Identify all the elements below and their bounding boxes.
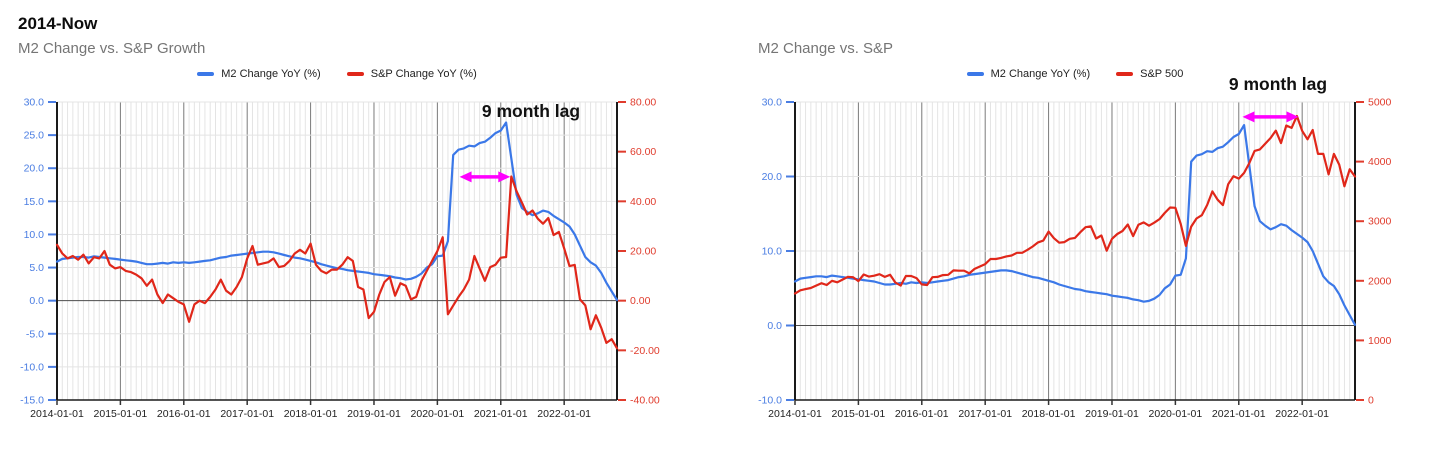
svg-text:20.0: 20.0 [24, 163, 45, 175]
svg-text:60.00: 60.00 [630, 146, 656, 158]
svg-text:2016-01-01: 2016-01-01 [157, 408, 211, 420]
svg-text:2020-01-01: 2020-01-01 [411, 408, 465, 420]
right-chart-title: M2 Change vs. S&P [758, 40, 894, 57]
svg-text:0: 0 [1368, 395, 1374, 407]
svg-text:0.00: 0.00 [630, 295, 651, 307]
svg-text:2022-01-01: 2022-01-01 [537, 408, 591, 420]
sp-yoy-series-swatch-icon [346, 72, 364, 76]
svg-text:0.0: 0.0 [767, 320, 782, 332]
svg-text:40.00: 40.00 [630, 196, 656, 208]
left-chart-legend: M2 Change YoY (%) S&P Change YoY (%) [57, 68, 617, 80]
legend-item-sp500: S&P 500 [1116, 68, 1183, 80]
legend-item-sp-yoy: S&P Change YoY (%) [346, 68, 477, 80]
legend-label-sp500: S&P 500 [1140, 68, 1184, 80]
svg-text:2016-01-01: 2016-01-01 [895, 408, 949, 420]
svg-text:-20.00: -20.00 [630, 345, 660, 357]
legend-label-sp-yoy: S&P Change YoY (%) [370, 68, 477, 80]
svg-text:2021-01-01: 2021-01-01 [474, 408, 528, 420]
svg-text:15.0: 15.0 [24, 196, 45, 208]
svg-text:20.0: 20.0 [762, 171, 783, 183]
svg-text:-5.0: -5.0 [26, 328, 44, 340]
svg-text:2019-01-01: 2019-01-01 [1085, 408, 1139, 420]
svg-text:2022-01-01: 2022-01-01 [1275, 408, 1329, 420]
svg-text:80.00: 80.00 [630, 97, 656, 109]
svg-text:2000: 2000 [1368, 275, 1392, 287]
svg-text:30.0: 30.0 [24, 97, 45, 109]
sp500-series-swatch-icon [1116, 72, 1134, 76]
svg-text:30.0: 30.0 [762, 97, 783, 109]
right-chart-lag-annotation: 9 month lag [1228, 74, 1328, 94]
m2-series-swatch-icon [197, 72, 215, 76]
svg-text:2014-01-01: 2014-01-01 [30, 408, 84, 420]
page-title: 2014-Now [18, 14, 98, 33]
svg-text:-40.00: -40.00 [630, 395, 660, 407]
svg-text:25.0: 25.0 [24, 130, 45, 142]
svg-text:20.00: 20.00 [630, 246, 656, 258]
svg-text:2019-01-01: 2019-01-01 [347, 408, 401, 420]
legend-item-m2-right: M2 Change YoY (%) [966, 68, 1091, 80]
svg-text:2020-01-01: 2020-01-01 [1149, 408, 1203, 420]
svg-text:-10.0: -10.0 [20, 361, 44, 373]
svg-text:4000: 4000 [1368, 156, 1392, 168]
legend-label-m2-right: M2 Change YoY (%) [990, 68, 1091, 80]
svg-text:2015-01-01: 2015-01-01 [832, 408, 886, 420]
svg-text:2018-01-01: 2018-01-01 [284, 408, 338, 420]
svg-text:3000: 3000 [1368, 216, 1392, 228]
svg-text:1000: 1000 [1368, 335, 1392, 347]
svg-text:2018-01-01: 2018-01-01 [1022, 408, 1076, 420]
svg-text:0.0: 0.0 [29, 295, 44, 307]
svg-text:-15.0: -15.0 [20, 395, 44, 407]
svg-text:2017-01-01: 2017-01-01 [958, 408, 1012, 420]
svg-text:10.0: 10.0 [762, 246, 783, 258]
svg-text:5000: 5000 [1368, 97, 1392, 109]
svg-text:-10.0: -10.0 [758, 395, 782, 407]
legend-item-m2: M2 Change YoY (%) [197, 68, 321, 80]
legend-label-m2: M2 Change YoY (%) [221, 68, 321, 80]
svg-text:10.0: 10.0 [24, 229, 45, 241]
svg-text:5.0: 5.0 [29, 262, 44, 274]
left-chart-lag-annotation: 9 month lag [481, 101, 581, 121]
svg-text:2017-01-01: 2017-01-01 [220, 408, 274, 420]
m2-series-swatch-icon [966, 72, 984, 76]
svg-text:2021-01-01: 2021-01-01 [1212, 408, 1266, 420]
svg-text:2014-01-01: 2014-01-01 [768, 408, 822, 420]
left-chart-title: M2 Change vs. S&P Growth [18, 40, 206, 57]
right-chart-legend: M2 Change YoY (%) S&P 500 [795, 68, 1355, 80]
svg-text:2015-01-01: 2015-01-01 [94, 408, 148, 420]
